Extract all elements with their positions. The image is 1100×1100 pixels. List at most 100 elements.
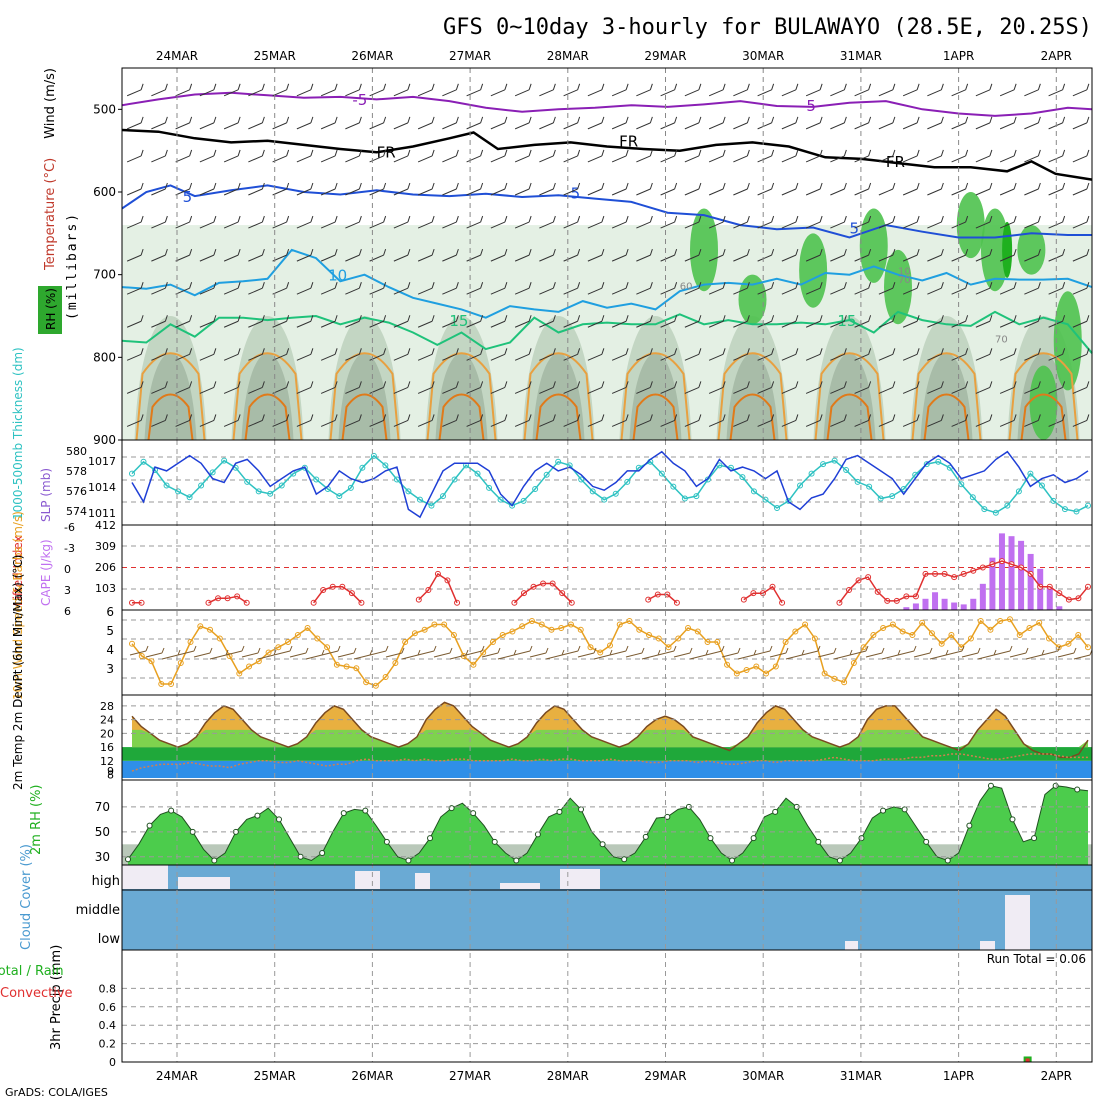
rh-shade-green: [859, 208, 888, 283]
wind-barb: [442, 348, 459, 361]
wind-barb: [781, 348, 799, 361]
wind-barb: [126, 315, 144, 328]
wind-barb: [684, 315, 702, 328]
cloud-level-label: low: [98, 932, 121, 947]
date-label-bottom: 25MAR: [254, 1069, 296, 1083]
wind-barb: [830, 83, 847, 97]
wind-barb: [660, 116, 678, 130]
wind-barb: [320, 414, 338, 427]
ylabel-millibars: (millibars): [65, 212, 80, 320]
slp-line: [131, 450, 1089, 519]
cloud-fill: [122, 865, 1092, 950]
wind10m-barb: [897, 645, 917, 656]
wind-barb: [805, 149, 823, 163]
wind-barb: [199, 149, 217, 163]
wind-barb: [1072, 248, 1090, 262]
wind-barb: [1024, 248, 1041, 262]
wind-barb: [805, 282, 823, 295]
wind-barb: [320, 348, 338, 361]
wind-barb: [320, 282, 338, 295]
wind-barb: [126, 248, 144, 262]
rh-legend-swatch: [38, 286, 62, 334]
wind-barb: [587, 248, 605, 262]
wind-barb: [369, 215, 387, 229]
wind-barb: [248, 215, 265, 229]
rh-point: [146, 822, 153, 829]
wind10m-barb: [321, 645, 341, 656]
wind-barb: [660, 182, 678, 196]
cloud-gap: [500, 883, 540, 889]
upper-ylabels: Wind (m/s) Temperature (°C) (millibars) …: [38, 68, 80, 334]
wind-barb: [757, 215, 775, 229]
wind10m-barb: [577, 647, 597, 658]
contour-label: 70: [898, 275, 911, 286]
upper-ytick: 900: [93, 433, 116, 447]
contour-label: 70: [995, 334, 1008, 345]
wind10m-barb: [769, 647, 789, 658]
wind-barb: [442, 149, 459, 163]
rh-point: [125, 856, 131, 863]
cloud-gap: [980, 941, 995, 950]
wind-barb: [175, 215, 193, 229]
isotherm-25: [729, 393, 776, 441]
wind-barb: [539, 215, 556, 229]
wind-barb: [781, 414, 799, 427]
wind-barb: [320, 182, 338, 196]
precip-ytick: 0.2: [99, 1038, 117, 1051]
wind-barb: [975, 149, 993, 163]
date-label-top: 26MAR: [351, 49, 393, 63]
wind-barb: [805, 248, 823, 262]
wind-barb: [296, 414, 314, 427]
isotherm-20: [1008, 352, 1079, 441]
wind-barb: [611, 282, 629, 295]
wind-barb: [757, 149, 775, 163]
date-label-top: 29MAR: [644, 49, 686, 63]
wind-barb: [781, 315, 799, 328]
wind-barb: [587, 315, 605, 328]
wind-barb: [902, 182, 920, 196]
isotherm-20: [717, 352, 788, 441]
wind-barb: [539, 282, 556, 295]
wind-barb: [708, 381, 726, 394]
wind10m-label-line: 10m Wind Speed & Barbs (m/s): [11, 511, 25, 700]
wind-barb: [393, 282, 411, 295]
temp-ytick: 8: [107, 769, 114, 782]
upper-ytick: 600: [93, 185, 116, 199]
upper-ytick: 500: [93, 102, 116, 116]
cape-bar: [979, 583, 986, 610]
wind-barb: [830, 282, 847, 295]
lifted-ytick: 6: [64, 605, 71, 618]
wind-barb: [999, 381, 1017, 394]
wind-barb: [248, 315, 265, 328]
wind-barb: [902, 282, 920, 295]
wind-barb: [539, 149, 556, 163]
wind-barb: [636, 248, 653, 262]
wind-barb: [927, 381, 944, 394]
wind-barb: [1072, 116, 1090, 130]
rh-point: [578, 806, 585, 813]
wind-barb: [611, 348, 629, 361]
wind-barb: [1072, 315, 1090, 328]
rh-point: [276, 816, 283, 823]
wind-barb: [999, 215, 1017, 229]
wind-barb: [199, 381, 217, 394]
wind-barb: [1048, 116, 1066, 130]
rh-point: [729, 857, 736, 864]
wind-barb: [1072, 414, 1090, 427]
cloud-gap: [122, 865, 168, 889]
wind-barb: [199, 182, 217, 196]
wind-barb: [902, 248, 920, 262]
wind-barb: [442, 248, 459, 262]
rh-shade-green: [1017, 225, 1046, 275]
wind-barb: [563, 215, 581, 229]
wind-barb: [320, 83, 338, 97]
contour-label: 5: [571, 185, 581, 203]
date-label-bottom: 30MAR: [742, 1069, 784, 1083]
wind-barb: [781, 182, 799, 196]
cape-bar: [1008, 536, 1015, 610]
rh-point: [1031, 835, 1038, 842]
wind10m-barb: [945, 645, 965, 656]
wind-barb: [514, 381, 532, 394]
wind-barb: [345, 215, 362, 229]
wind-barb: [1048, 149, 1066, 163]
